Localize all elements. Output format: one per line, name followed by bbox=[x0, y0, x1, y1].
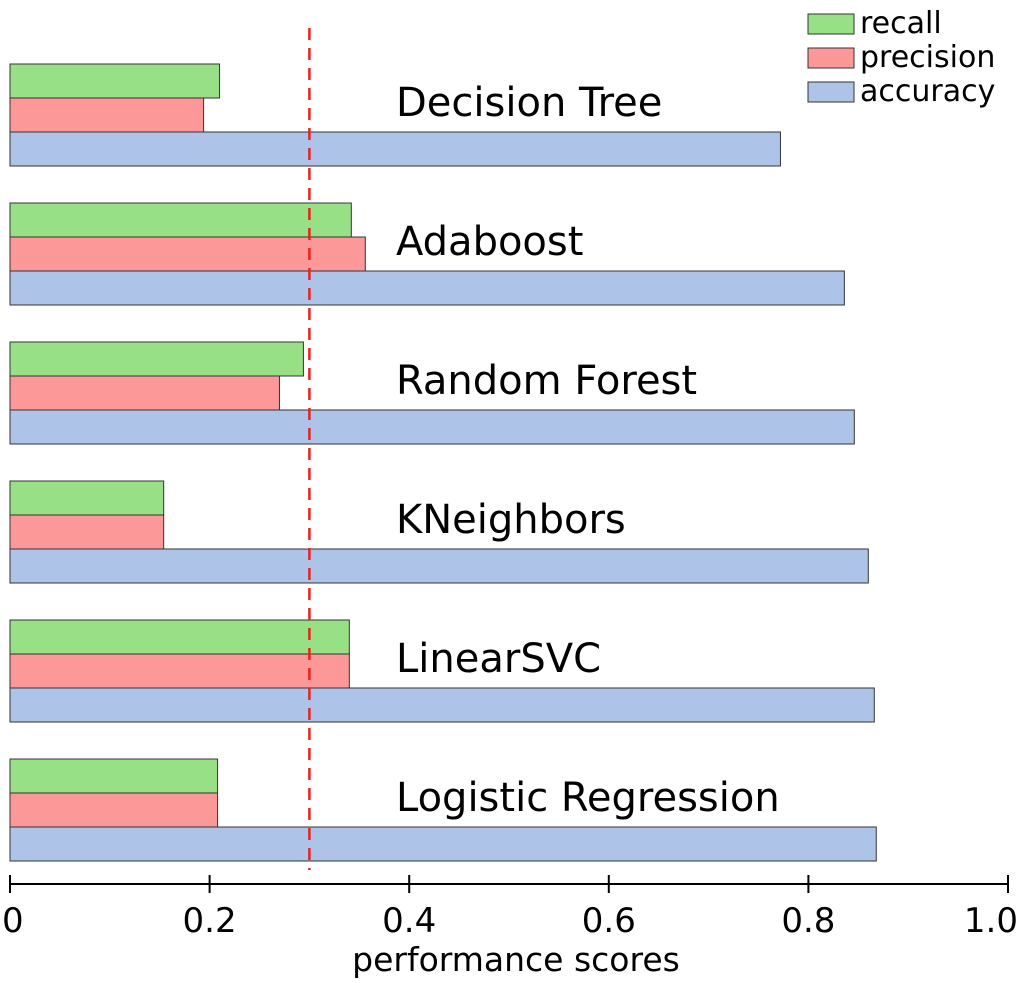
bar-linearsvc-precision bbox=[9, 653, 350, 689]
model-label-linearsvc: LinearSVC bbox=[396, 636, 601, 682]
bar-logistic-regression-accuracy bbox=[9, 826, 877, 862]
bar-linearsvc-accuracy bbox=[9, 687, 875, 723]
bar-adaboost-accuracy bbox=[9, 270, 845, 306]
x-tick-label-0.8: 0.8 bbox=[781, 901, 835, 941]
legend-swatch-precision bbox=[807, 47, 855, 69]
model-label-adaboost: Adaboost bbox=[396, 219, 583, 265]
bar-decision-tree-accuracy bbox=[9, 131, 781, 167]
bar-linearsvc-recall bbox=[9, 619, 350, 655]
model-label-logistic-regression: Logistic Regression bbox=[396, 775, 780, 821]
bar-kneighbors-recall bbox=[9, 480, 165, 516]
x-tick-label-0: 0 bbox=[2, 901, 24, 941]
legend-swatch-recall bbox=[807, 13, 855, 35]
x-axis-title: performance scores bbox=[352, 940, 680, 979]
model-label-kneighbors: KNeighbors bbox=[396, 497, 626, 543]
model-label-random-forest: Random Forest bbox=[396, 358, 697, 404]
bar-kneighbors-accuracy bbox=[9, 548, 869, 584]
bar-random-forest-accuracy bbox=[9, 409, 855, 445]
bar-logistic-regression-recall bbox=[9, 758, 219, 794]
bar-adaboost-precision bbox=[9, 236, 366, 272]
model-labels-group: Decision Tree Adaboost Random Forest KNeigh… bbox=[396, 80, 780, 821]
x-axis: 0 0.2 0.4 0.6 0.8 1.0 bbox=[2, 875, 1018, 941]
bar-decision-tree-precision bbox=[9, 97, 205, 133]
bar-kneighbors-precision bbox=[9, 514, 165, 550]
bar-logistic-regression-precision bbox=[9, 792, 219, 828]
bar-adaboost-recall bbox=[9, 202, 352, 238]
x-tick-label-0.2: 0.2 bbox=[183, 901, 237, 941]
bar-random-forest-precision bbox=[9, 375, 280, 411]
x-tick-label-0.4: 0.4 bbox=[382, 901, 436, 941]
x-tick-label-0.6: 0.6 bbox=[582, 901, 636, 941]
legend-swatch-accuracy bbox=[807, 81, 855, 103]
legend-label-precision: precision bbox=[860, 40, 995, 75]
bar-decision-tree-recall bbox=[9, 63, 221, 99]
model-label-decision-tree: Decision Tree bbox=[396, 80, 662, 126]
legend-label-recall: recall bbox=[860, 6, 942, 41]
bars-group bbox=[9, 63, 877, 862]
x-tick-label-1.0: 1.0 bbox=[964, 901, 1018, 941]
legend-label-accuracy: accuracy bbox=[860, 74, 995, 109]
bar-random-forest-recall bbox=[9, 341, 304, 377]
